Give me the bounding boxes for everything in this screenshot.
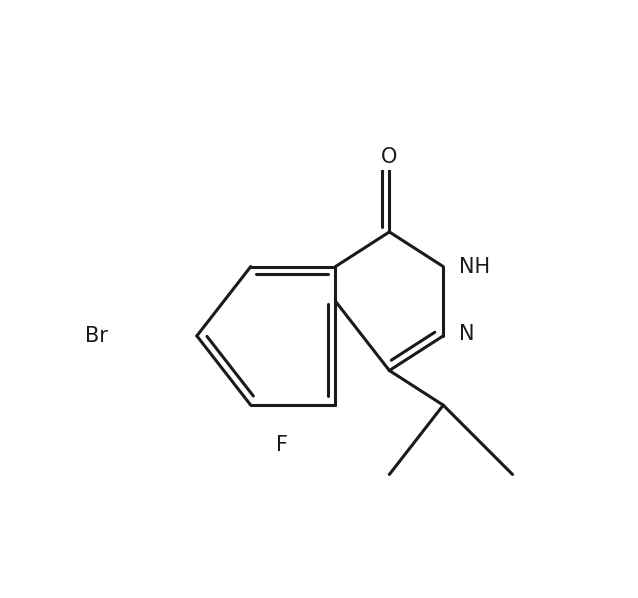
Text: Br: Br xyxy=(85,326,108,346)
Text: O: O xyxy=(381,147,397,167)
Text: F: F xyxy=(276,435,288,455)
Text: NH: NH xyxy=(459,257,490,276)
Text: N: N xyxy=(459,324,474,344)
